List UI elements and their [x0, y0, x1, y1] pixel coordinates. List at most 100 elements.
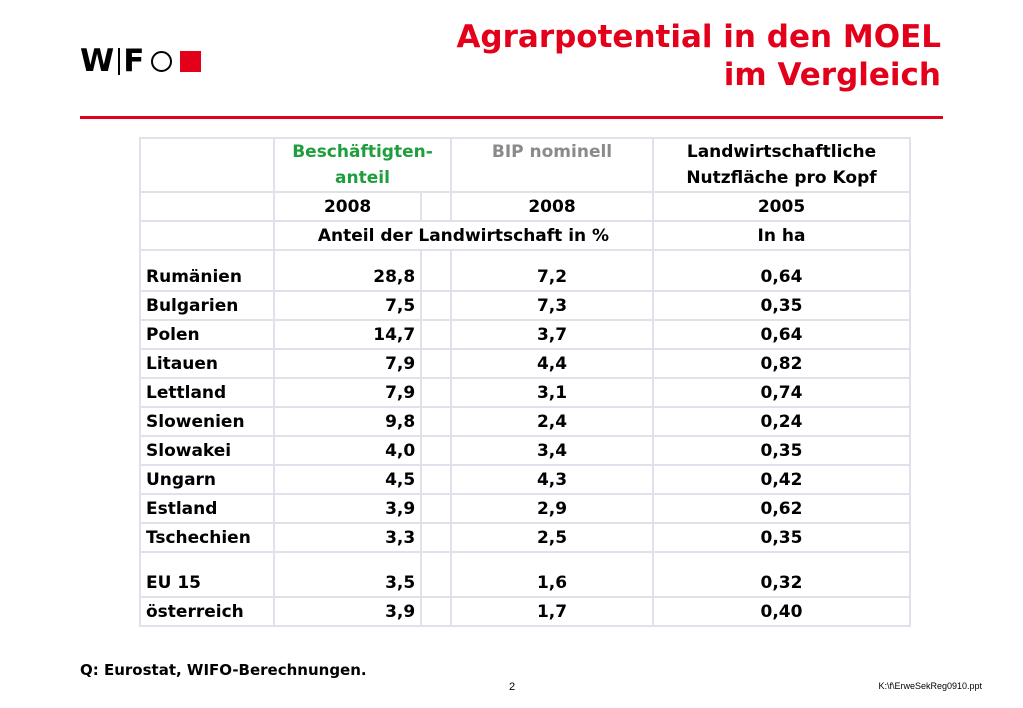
gdp-cell: 1,7 [450, 596, 654, 627]
year-gdp: 2008 [450, 191, 654, 222]
area-cell: 0,42 [652, 464, 911, 495]
header-area-line2: Nutzfläche pro Kopf [686, 168, 877, 188]
year-area: 2005 [652, 191, 911, 222]
title-divider [80, 116, 943, 119]
employment-cell: 3,9 [272, 493, 423, 524]
page-title: Agrarpotential in den MOEL im Vergleich [456, 18, 941, 94]
year-employment: 2008 [272, 191, 423, 222]
employment-cell: 4,0 [272, 435, 423, 466]
spacer-cell [420, 464, 452, 495]
source-note: Q: Eurostat, WIFO-Berechnungen. [80, 661, 367, 679]
area-cell: 0,35 [652, 522, 911, 553]
country-cell: Lettland [139, 377, 275, 408]
country-cell: Ungarn [139, 464, 275, 495]
country-cell: Polen [139, 319, 275, 350]
comparison-table: Beschäftigten- anteil BIP nominell Landw… [139, 137, 911, 627]
area-cell: 0,40 [652, 596, 911, 627]
spacer-cell [420, 551, 452, 598]
spacer-cell [420, 522, 452, 553]
unit-share: Anteil der Landwirtschaft in % [273, 220, 654, 251]
table-row: Estland 3,9 2,9 0,62 [139, 493, 911, 524]
spacer-cell [420, 493, 452, 524]
wifo-logo: W F [80, 43, 202, 79]
table-row: Ungarn 4,5 4,3 0,42 [139, 464, 911, 495]
table-header-row: Beschäftigten- anteil BIP nominell Landw… [139, 137, 911, 193]
table-row: Slowenien 9,8 2,4 0,24 [139, 406, 911, 437]
spacer-cell [420, 290, 452, 321]
logo-circle-o [151, 50, 173, 72]
area-cell: 0,32 [652, 551, 911, 598]
logo-letter-w: W [80, 43, 116, 79]
logo-bar-i [118, 47, 121, 75]
spacer-cell [420, 377, 452, 408]
header-gdp: BIP nominell [450, 137, 654, 193]
country-cell: Litauen [139, 348, 275, 379]
unit-empty-cell [139, 220, 275, 251]
area-cell: 0,64 [652, 319, 911, 350]
table-row: EU 15 3,5 1,6 0,32 [139, 551, 911, 598]
title-line-2: im Vergleich [723, 57, 941, 93]
logo-red-square [180, 50, 202, 72]
table-body: Rumänien 28,8 7,2 0,64 Bulgarien 7,5 7,3 0,35 Po… [139, 249, 911, 627]
spacer-cell [420, 348, 452, 379]
gdp-cell: 3,7 [450, 319, 654, 350]
country-cell: EU 15 [139, 551, 275, 598]
gdp-cell: 4,4 [450, 348, 654, 379]
spacer-cell [420, 596, 452, 627]
header-employment-share: Beschäftigten- anteil [273, 137, 452, 193]
gdp-cell: 1,6 [450, 551, 654, 598]
table-row: Polen 14,7 3,7 0,64 [139, 319, 911, 350]
area-cell: 0,82 [652, 348, 911, 379]
table-row: Bulgarien 7,5 7,3 0,35 [139, 290, 911, 321]
table-row: Slowakei 4,0 3,4 0,35 [139, 435, 911, 466]
header-area-line1: Landwirtschaftliche [686, 142, 877, 162]
area-cell: 0,62 [652, 493, 911, 524]
file-path: K:\f\ErweSekReg0910.ppt [878, 681, 982, 691]
header-empty-cell [139, 137, 275, 193]
area-cell: 0,74 [652, 377, 911, 408]
table-row: Litauen 7,9 4,4 0,82 [139, 348, 911, 379]
page-number: 2 [509, 681, 516, 693]
country-cell: Bulgarien [139, 290, 275, 321]
country-cell: österreich [139, 596, 275, 627]
employment-cell: 7,5 [272, 290, 423, 321]
gdp-cell: 2,9 [450, 493, 654, 524]
employment-cell: 4,5 [272, 464, 423, 495]
country-cell: Estland [139, 493, 275, 524]
year-empty-cell [139, 191, 275, 222]
table-row: Lettland 7,9 3,1 0,74 [139, 377, 911, 408]
area-cell: 0,64 [652, 249, 911, 292]
country-cell: Slowakei [139, 435, 275, 466]
gdp-cell: 7,2 [450, 249, 654, 292]
area-cell: 0,24 [652, 406, 911, 437]
area-cell: 0,35 [652, 435, 911, 466]
unit-row: Anteil der Landwirtschaft in % In ha [139, 220, 911, 251]
gdp-cell: 3,4 [450, 435, 654, 466]
employment-cell: 3,5 [272, 551, 423, 598]
header-employment-line2: anteil [335, 168, 390, 188]
table-row: Rumänien 28,8 7,2 0,64 [139, 249, 911, 292]
title-line-1: Agrarpotential in den MOEL [456, 19, 941, 55]
gdp-cell: 7,3 [450, 290, 654, 321]
table-row: Tschechien 3,3 2,5 0,35 [139, 522, 911, 553]
spacer-cell [420, 435, 452, 466]
gdp-cell: 2,4 [450, 406, 654, 437]
spacer-cell [420, 249, 452, 292]
logo-letter-f: F [123, 43, 146, 79]
area-cell: 0,35 [652, 290, 911, 321]
employment-cell: 7,9 [272, 348, 423, 379]
country-cell: Tschechien [139, 522, 275, 553]
employment-cell: 3,3 [272, 522, 423, 553]
employment-cell: 9,8 [272, 406, 423, 437]
year-spacer-cell [420, 191, 452, 222]
gdp-cell: 3,1 [450, 377, 654, 408]
country-cell: Slowenien [139, 406, 275, 437]
gdp-cell: 2,5 [450, 522, 654, 553]
employment-cell: 14,7 [272, 319, 423, 350]
year-row: 2008 2008 2005 [139, 191, 911, 222]
spacer-cell [420, 406, 452, 437]
spacer-cell [420, 319, 452, 350]
table-row: österreich 3,9 1,7 0,40 [139, 596, 911, 627]
gdp-cell: 4,3 [450, 464, 654, 495]
header-employment-line1: Beschäftigten- [292, 142, 433, 162]
